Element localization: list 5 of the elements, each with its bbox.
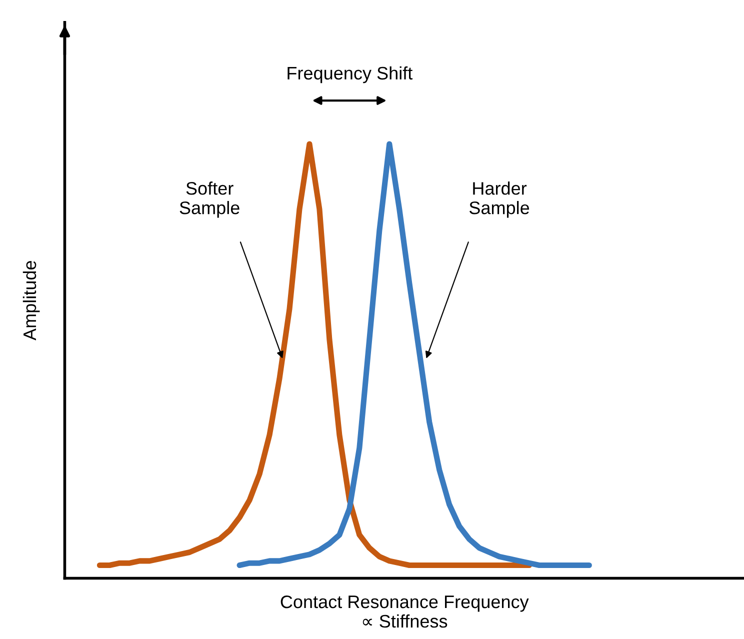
- annotation: Softer Sample: [180, 182, 240, 218]
- y-axis-title: Amplitude: [22, 260, 40, 340]
- annotation: Harder Sample: [469, 182, 530, 218]
- x-axis-title: Contact Resonance Frequency ∝ Stiffness: [280, 595, 529, 628]
- text: Frequency Shift: [288, 66, 413, 84]
